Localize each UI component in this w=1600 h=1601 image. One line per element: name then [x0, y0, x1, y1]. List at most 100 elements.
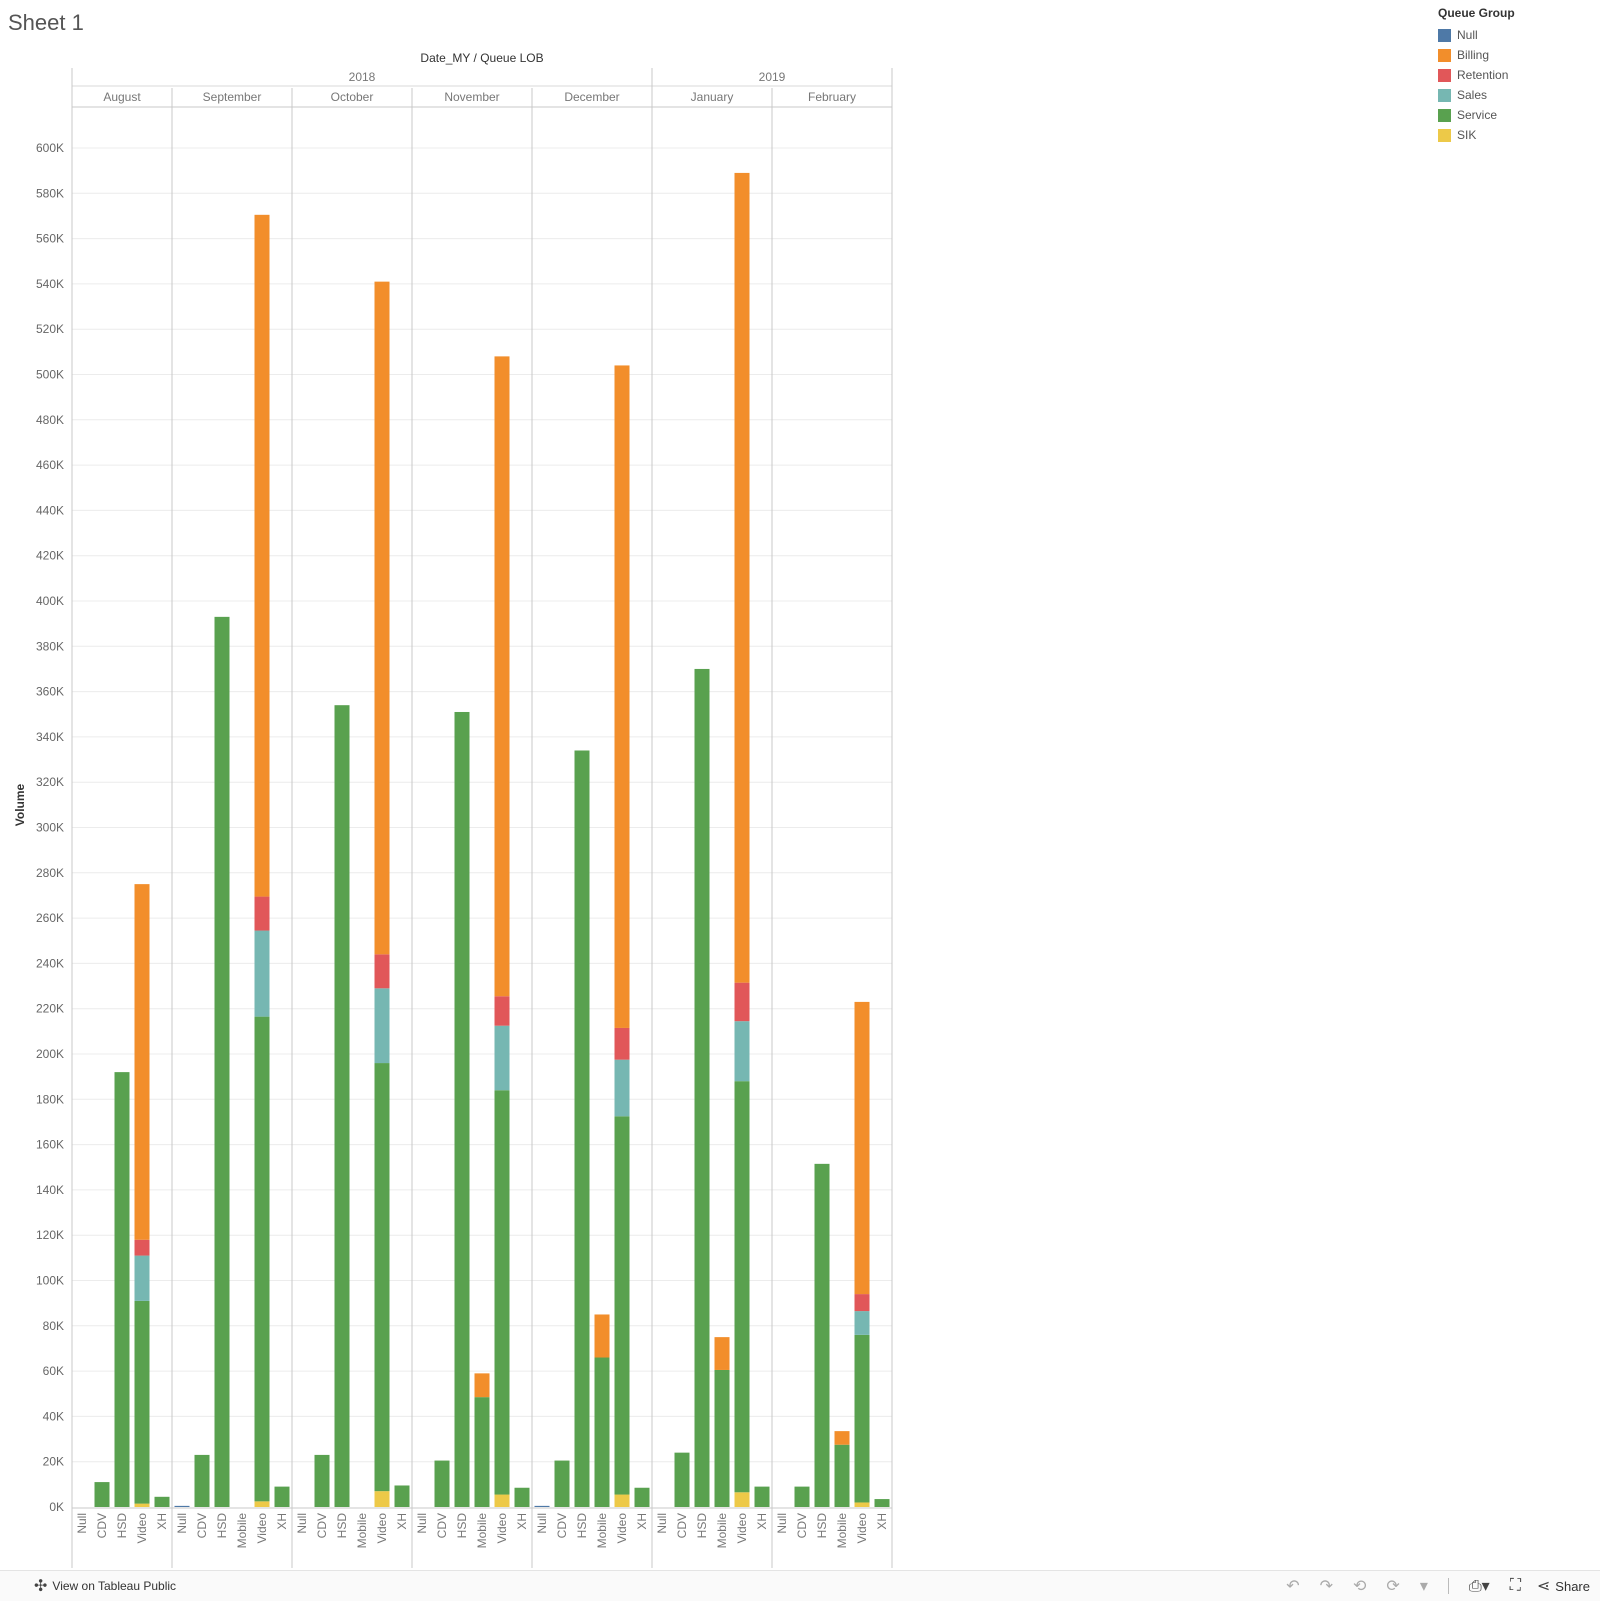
y-axis-label: Volume — [13, 783, 27, 826]
bar-segment-billing — [474, 1373, 490, 1398]
share-icon: ⋖ — [1536, 1578, 1551, 1595]
x-tick-label: XH — [635, 1513, 649, 1530]
bar-segment-service — [594, 1357, 610, 1507]
bar-segment-billing — [734, 172, 750, 983]
legend-swatch-sik — [1438, 128, 1451, 142]
legend-item-retention[interactable]: Retention — [1438, 65, 1588, 85]
legend-item-service[interactable]: Service — [1438, 105, 1588, 125]
x-tick-label: Null — [75, 1513, 89, 1534]
share-button[interactable]: ⋖ Share — [1537, 1576, 1590, 1596]
y-tick-label: 520K — [36, 322, 64, 336]
y-tick-label: 480K — [36, 413, 64, 427]
bar-segment-service — [434, 1460, 450, 1507]
bar-segment-service — [814, 1163, 830, 1507]
x-tick-label: CDV — [435, 1513, 449, 1538]
x-tick-label: Mobile — [715, 1513, 729, 1549]
x-tick-label: CDV — [195, 1513, 209, 1538]
bar-segment-sik — [134, 1503, 150, 1507]
bar-segment-service — [194, 1454, 210, 1507]
legend-item-billing[interactable]: Billing — [1438, 45, 1588, 65]
bar-segment-service — [694, 668, 710, 1507]
bar-segment-billing — [594, 1314, 610, 1358]
x-tick-label: CDV — [795, 1513, 809, 1538]
legend-swatch-null — [1438, 28, 1451, 42]
legend-item-sales[interactable]: Sales — [1438, 85, 1588, 105]
bar-segment-retention — [854, 1294, 870, 1312]
y-tick-label: 500K — [36, 368, 64, 382]
month-label: December — [564, 90, 619, 104]
legend-label-retention: Retention — [1457, 68, 1509, 82]
toolbar-divider — [1447, 1578, 1449, 1594]
view-on-tableau-link[interactable]: ✣ View on Tableau Public — [34, 1576, 176, 1596]
y-tick-label: 140K — [36, 1183, 64, 1197]
x-tick-label: Mobile — [235, 1513, 249, 1549]
bar-segment-sales — [254, 930, 270, 1017]
bar-segment-billing — [834, 1431, 850, 1445]
legend-label-billing: Billing — [1457, 48, 1490, 62]
bar-segment-retention — [734, 982, 750, 1022]
bar-segment-service — [334, 705, 350, 1507]
toolbar: ↶ ↷ ⟲ ⟳ ▾ ⎙▾ ⛶ ⋖ Share — [1276, 1571, 1590, 1601]
y-tick-label: 60K — [43, 1364, 64, 1378]
bar-segment-billing — [714, 1337, 730, 1370]
month-label: September — [203, 90, 262, 104]
y-tick-label: 180K — [36, 1092, 64, 1106]
y-tick-label: 360K — [36, 685, 64, 699]
sheet-title: Sheet 1 — [8, 10, 84, 35]
bar-segment-billing — [494, 356, 510, 997]
y-tick-label: 400K — [36, 594, 64, 608]
x-tick-label: HSD — [575, 1513, 589, 1539]
bar-segment-sales — [854, 1311, 870, 1335]
bar-segment-service — [154, 1496, 170, 1507]
undo-icon[interactable]: ↶ — [1286, 1578, 1300, 1595]
refresh-icon[interactable]: ⟳ — [1386, 1578, 1400, 1595]
x-tick-label: Video — [495, 1513, 509, 1544]
legend-swatch-billing — [1438, 48, 1451, 62]
bar-segment-billing — [254, 214, 270, 897]
download-icon[interactable]: ⎙▾ — [1468, 1578, 1490, 1595]
x-tick-label: Mobile — [835, 1513, 849, 1549]
x-tick-label: Mobile — [355, 1513, 369, 1549]
bar-segment-sik — [734, 1492, 750, 1507]
y-tick-label: 280K — [36, 866, 64, 880]
y-tick-label: 600K — [36, 141, 64, 155]
bar-segment-service — [554, 1460, 570, 1507]
bar-segment-service — [474, 1397, 490, 1507]
y-tick-label: 300K — [36, 821, 64, 835]
x-tick-label: CDV — [95, 1513, 109, 1538]
y-tick-label: 340K — [36, 730, 64, 744]
y-tick-label: 20K — [43, 1455, 64, 1469]
fullscreen-icon[interactable]: ⛶ — [1509, 1577, 1521, 1594]
x-tick-label: CDV — [315, 1513, 329, 1538]
x-tick-label: Video — [375, 1513, 389, 1544]
legend: Queue Group Null Billing Retention Sales… — [1438, 4, 1588, 145]
x-tick-label: HSD — [815, 1513, 829, 1539]
bar-segment-sik — [854, 1502, 870, 1507]
tableau-logo-icon: ✣ — [34, 1578, 48, 1595]
bar-segment-retention — [374, 954, 390, 989]
bar-segment-service — [674, 1452, 690, 1507]
y-tick-label: 0K — [49, 1500, 64, 1514]
y-tick-label: 580K — [36, 186, 64, 200]
legend-item-null[interactable]: Null — [1438, 25, 1588, 45]
x-tick-label: Null — [415, 1513, 429, 1534]
x-tick-label: HSD — [335, 1513, 349, 1539]
y-tick-label: 160K — [36, 1138, 64, 1152]
x-tick-label: XH — [155, 1513, 169, 1530]
x-tick-label: HSD — [455, 1513, 469, 1539]
share-label: Share — [1555, 1578, 1590, 1594]
bar-segment-sik — [254, 1501, 270, 1507]
x-tick-label: CDV — [675, 1513, 689, 1538]
x-tick-label: HSD — [215, 1513, 229, 1539]
redo-icon[interactable]: ↷ — [1319, 1578, 1333, 1595]
revert-icon[interactable]: ⟲ — [1353, 1578, 1367, 1595]
column-header: Date_MY / Queue LOB — [420, 51, 543, 65]
dropdown-icon[interactable]: ▾ — [1419, 1578, 1428, 1595]
x-tick-label: Null — [775, 1513, 789, 1534]
footer-toolbar: ✣ View on Tableau Public ↶ ↷ ⟲ ⟳ ▾ ⎙▾ ⛶ … — [0, 1570, 1600, 1601]
legend-swatch-sales — [1438, 88, 1451, 102]
legend-item-sik[interactable]: SIK — [1438, 125, 1588, 145]
month-label: February — [808, 90, 856, 104]
x-tick-label: XH — [515, 1513, 529, 1530]
bar-segment-sales — [494, 1025, 510, 1091]
